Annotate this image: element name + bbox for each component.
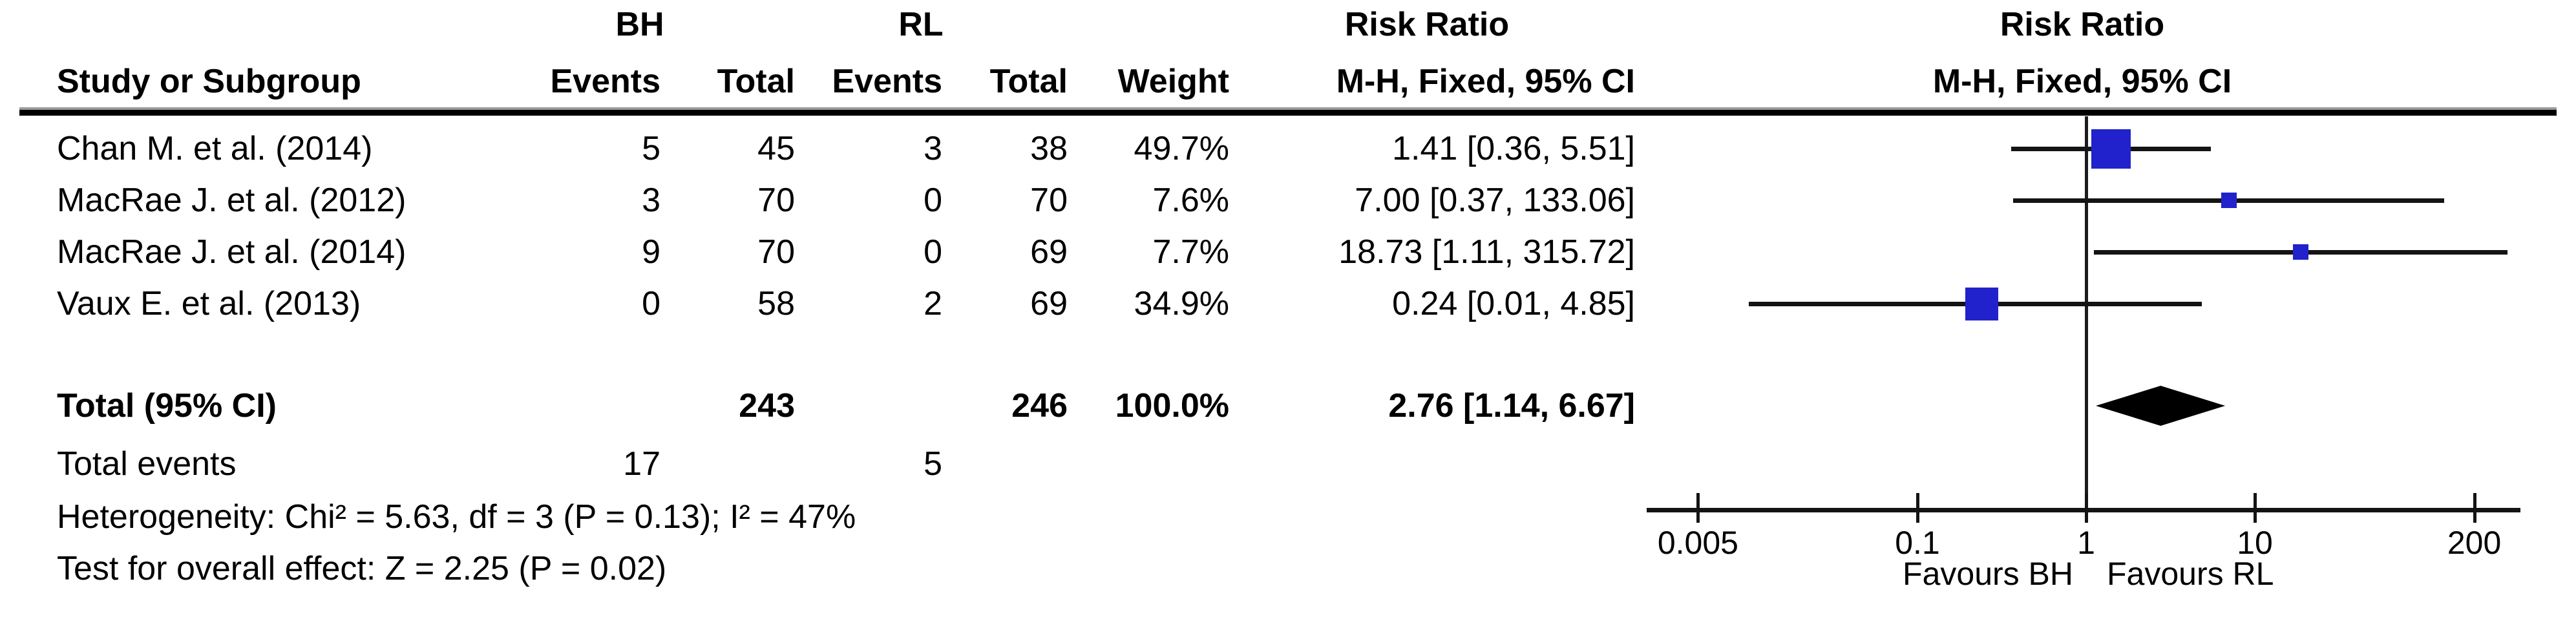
study-name: MacRae J. et al. (2012) (57, 182, 406, 219)
axis-tick-label: 0.005 (1657, 525, 1738, 561)
weight-value: 7.7% (1152, 233, 1229, 271)
bh-total-col-header: Total (717, 63, 795, 100)
header-rule-shadow (19, 107, 2557, 110)
weight-col-header: Weight (1117, 63, 1229, 100)
weight-value: 7.6% (1152, 182, 1229, 219)
rl-total-col-header: Total (989, 63, 1068, 100)
axis-tick-label: 1 (2077, 525, 2095, 561)
bh-total-value: 58 (757, 285, 795, 322)
weight-value: 49.7% (1134, 130, 1229, 167)
axis-tick (2085, 493, 2088, 523)
overall-effect-text: Test for overall effect: Z = 2.25 (P = 0… (57, 550, 667, 587)
axis-tick (2254, 493, 2257, 523)
total-rl-total: 246 (1011, 387, 1068, 425)
rl-total-value: 38 (1030, 130, 1068, 167)
mh-fixed-plot-header: M-H, Fixed, 95% CI (1932, 63, 2232, 100)
axis-tick (1916, 493, 1919, 523)
total-row-label: Total (95% CI) (57, 387, 277, 425)
header-rule (19, 110, 2557, 116)
bh-total-value: 70 (757, 233, 795, 271)
axis-tick-label: 200 (2447, 525, 2502, 561)
rl-events-value: 0 (924, 182, 942, 219)
weight-value: 34.9% (1134, 285, 1229, 322)
effect-square (2293, 244, 2309, 260)
effect-square (2091, 129, 2131, 169)
heterogeneity-text: Heterogeneity: Chi² = 5.63, df = 3 (P = … (57, 498, 856, 536)
axis-tick (2473, 493, 2476, 523)
rl-events-value: 2 (924, 285, 942, 322)
favours-left-label: Favours BH (1903, 556, 2073, 592)
total-bh-total: 243 (739, 387, 795, 425)
bh-total-value: 70 (757, 182, 795, 219)
effect-square (2221, 193, 2237, 208)
bh-events-value: 9 (642, 233, 660, 271)
group2-header: RL (898, 6, 944, 43)
risk-ratio-ci-value: 18.73 [1.11, 315.72] (1338, 233, 1635, 271)
x-axis-line (1647, 508, 2520, 512)
total-events-rl: 5 (924, 445, 942, 483)
bh-events-value: 5 (642, 130, 660, 167)
rl-total-value: 69 (1030, 285, 1068, 322)
risk-ratio-plot-header: Risk Ratio (2000, 6, 2165, 43)
study-name: Vaux E. et al. (2013) (57, 285, 361, 322)
bh-events-value: 0 (642, 285, 660, 322)
axis-tick (1696, 493, 1700, 523)
null-effect-line (2085, 116, 2088, 512)
bh-events-col-header: Events (550, 63, 660, 100)
total-weight: 100.0% (1115, 387, 1229, 425)
rl-events-col-header: Events (832, 63, 942, 100)
total-risk-ratio-ci: 2.76 [1.14, 6.67] (1388, 387, 1635, 425)
risk-ratio-ci-value: 1.41 [0.36, 5.51] (1392, 130, 1635, 167)
study-name: MacRae J. et al. (2014) (57, 233, 406, 271)
study-col-header: Study or Subgroup (57, 63, 361, 100)
bh-total-value: 45 (757, 130, 795, 167)
rl-events-value: 3 (924, 130, 942, 167)
rl-total-value: 70 (1030, 182, 1068, 219)
risk-ratio-table-header: Risk Ratio (1344, 6, 1510, 43)
total-events-bh: 17 (623, 445, 660, 483)
bh-events-value: 3 (642, 182, 660, 219)
study-name: Chan M. et al. (2014) (57, 130, 373, 167)
axis-tick-label: 0.1 (1895, 525, 1940, 561)
group1-header: BH (615, 6, 664, 43)
axis-tick-label: 10 (2237, 525, 2273, 561)
rl-total-value: 69 (1030, 233, 1068, 271)
total-events-label: Total events (57, 445, 237, 483)
rl-events-value: 0 (924, 233, 942, 271)
favours-right-label: Favours RL (2107, 556, 2274, 592)
risk-ratio-ci-value: 0.24 [0.01, 4.85] (1392, 285, 1635, 322)
risk-ratio-ci-value: 7.00 [0.37, 133.06] (1355, 182, 1635, 219)
summary-diamond (2095, 386, 2226, 426)
mh-fixed-table-header: M-H, Fixed, 95% CI (1336, 63, 1635, 100)
effect-square (1965, 287, 1998, 320)
